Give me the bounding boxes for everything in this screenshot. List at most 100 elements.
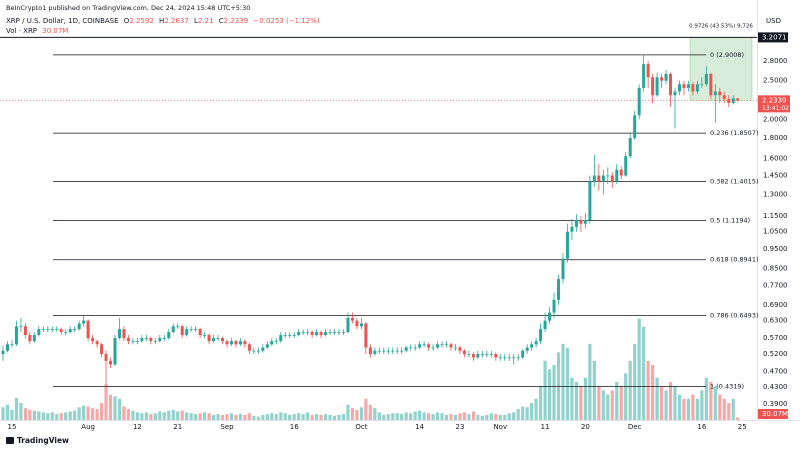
volume-bar <box>682 398 686 420</box>
candle-body <box>234 341 238 345</box>
volume-tag <box>758 409 788 419</box>
candle-body <box>297 332 301 336</box>
candle-body <box>368 347 372 355</box>
volume-bar <box>686 398 691 420</box>
volume-bar <box>5 404 10 420</box>
volume-bar <box>668 381 673 420</box>
volume-bar <box>435 412 440 420</box>
volume-bar <box>718 394 722 420</box>
volume-bar <box>503 414 507 420</box>
volume-bar <box>68 411 72 420</box>
volume-bar <box>709 381 713 420</box>
volume-bar <box>270 413 274 420</box>
candle-body <box>5 344 9 351</box>
candle-body <box>534 341 538 345</box>
candle-body <box>144 338 148 339</box>
volume-bar <box>265 414 269 420</box>
volume-bar <box>673 386 677 420</box>
volume-bar <box>570 377 574 420</box>
volume-bar <box>86 406 90 420</box>
candle-body <box>216 338 220 339</box>
x-tick-label: Oct <box>355 423 367 431</box>
candle-body <box>579 220 583 224</box>
volume-bar <box>404 412 408 420</box>
volume-bar <box>659 386 664 420</box>
volume-bar <box>574 381 579 420</box>
volume-bar <box>46 413 50 420</box>
volume-bar <box>485 414 489 420</box>
candle-body <box>109 360 113 365</box>
candle-body <box>131 341 135 342</box>
candle-body <box>158 338 162 342</box>
y-tick-label: 1.6000 <box>763 154 788 162</box>
candle-body <box>279 335 283 342</box>
volume-bar <box>440 413 444 420</box>
candle-body <box>140 338 144 342</box>
logo-icon <box>6 437 14 444</box>
candle-body <box>731 98 735 103</box>
fib-label: 0.618 (0.8941) <box>710 256 759 264</box>
candle-body <box>37 329 41 336</box>
volume-bar <box>55 414 59 420</box>
volume-bar <box>23 408 27 420</box>
y-tick-label: 0.6900 <box>763 301 788 309</box>
x-tick-label: 15 <box>7 423 16 431</box>
candle-body <box>32 335 36 342</box>
candle-body <box>50 329 54 330</box>
volume-bar <box>610 390 614 420</box>
volume-bar <box>332 415 337 420</box>
volume-bar <box>637 318 641 420</box>
legend: XRP / U.S. Dollar, 1D, COINBASE O2.2592 … <box>6 17 320 25</box>
candle-body <box>14 326 18 345</box>
candle-body <box>324 332 328 336</box>
change: −0.0253 (−1.12%) <box>253 17 319 25</box>
volume-bar <box>306 412 310 420</box>
volume-bar <box>211 414 216 420</box>
candle-body <box>660 77 664 81</box>
volume-bar <box>606 394 610 420</box>
candle-body <box>333 332 337 333</box>
candle-body <box>727 99 731 103</box>
candle-body <box>512 357 516 359</box>
volume-bar <box>727 403 731 420</box>
candle-body <box>655 77 659 96</box>
candle-body <box>637 87 641 116</box>
candle-body <box>682 84 686 88</box>
candle-body <box>212 338 216 342</box>
volume-bar <box>400 414 404 420</box>
volume-bar <box>274 414 278 420</box>
volume-bar <box>19 403 23 420</box>
candle-body <box>597 175 601 182</box>
volume-bar <box>552 365 556 420</box>
volume-bar <box>216 414 220 420</box>
candle-body <box>601 175 605 182</box>
volume-bar <box>252 415 256 420</box>
volume-bar <box>144 412 148 420</box>
volume-bar <box>615 381 619 420</box>
candle-body <box>445 344 449 346</box>
candle-body <box>82 320 86 324</box>
fib-label: 0.5 (1.1194) <box>710 217 750 225</box>
candle-body <box>713 91 717 96</box>
volume-bar <box>512 412 516 420</box>
candle-body <box>256 350 260 352</box>
volume-bar <box>731 398 735 420</box>
volume-bar <box>238 414 243 420</box>
candle-body <box>422 344 426 346</box>
candle-body <box>283 335 287 336</box>
measure-box <box>689 37 753 101</box>
candle-body <box>431 347 435 349</box>
y-tick-label: 0.5200 <box>763 350 788 358</box>
volume-bar <box>104 384 108 420</box>
candle-body <box>669 73 673 96</box>
volume-bar <box>153 413 157 420</box>
candle-body <box>440 344 444 346</box>
candle-body <box>86 320 90 339</box>
volume-bar <box>521 406 525 420</box>
candle-body <box>539 329 543 342</box>
candle-body <box>288 335 292 336</box>
ohlc-value: 2.2637 <box>164 17 189 25</box>
candle-body <box>364 323 368 348</box>
volume-bar <box>167 410 171 420</box>
